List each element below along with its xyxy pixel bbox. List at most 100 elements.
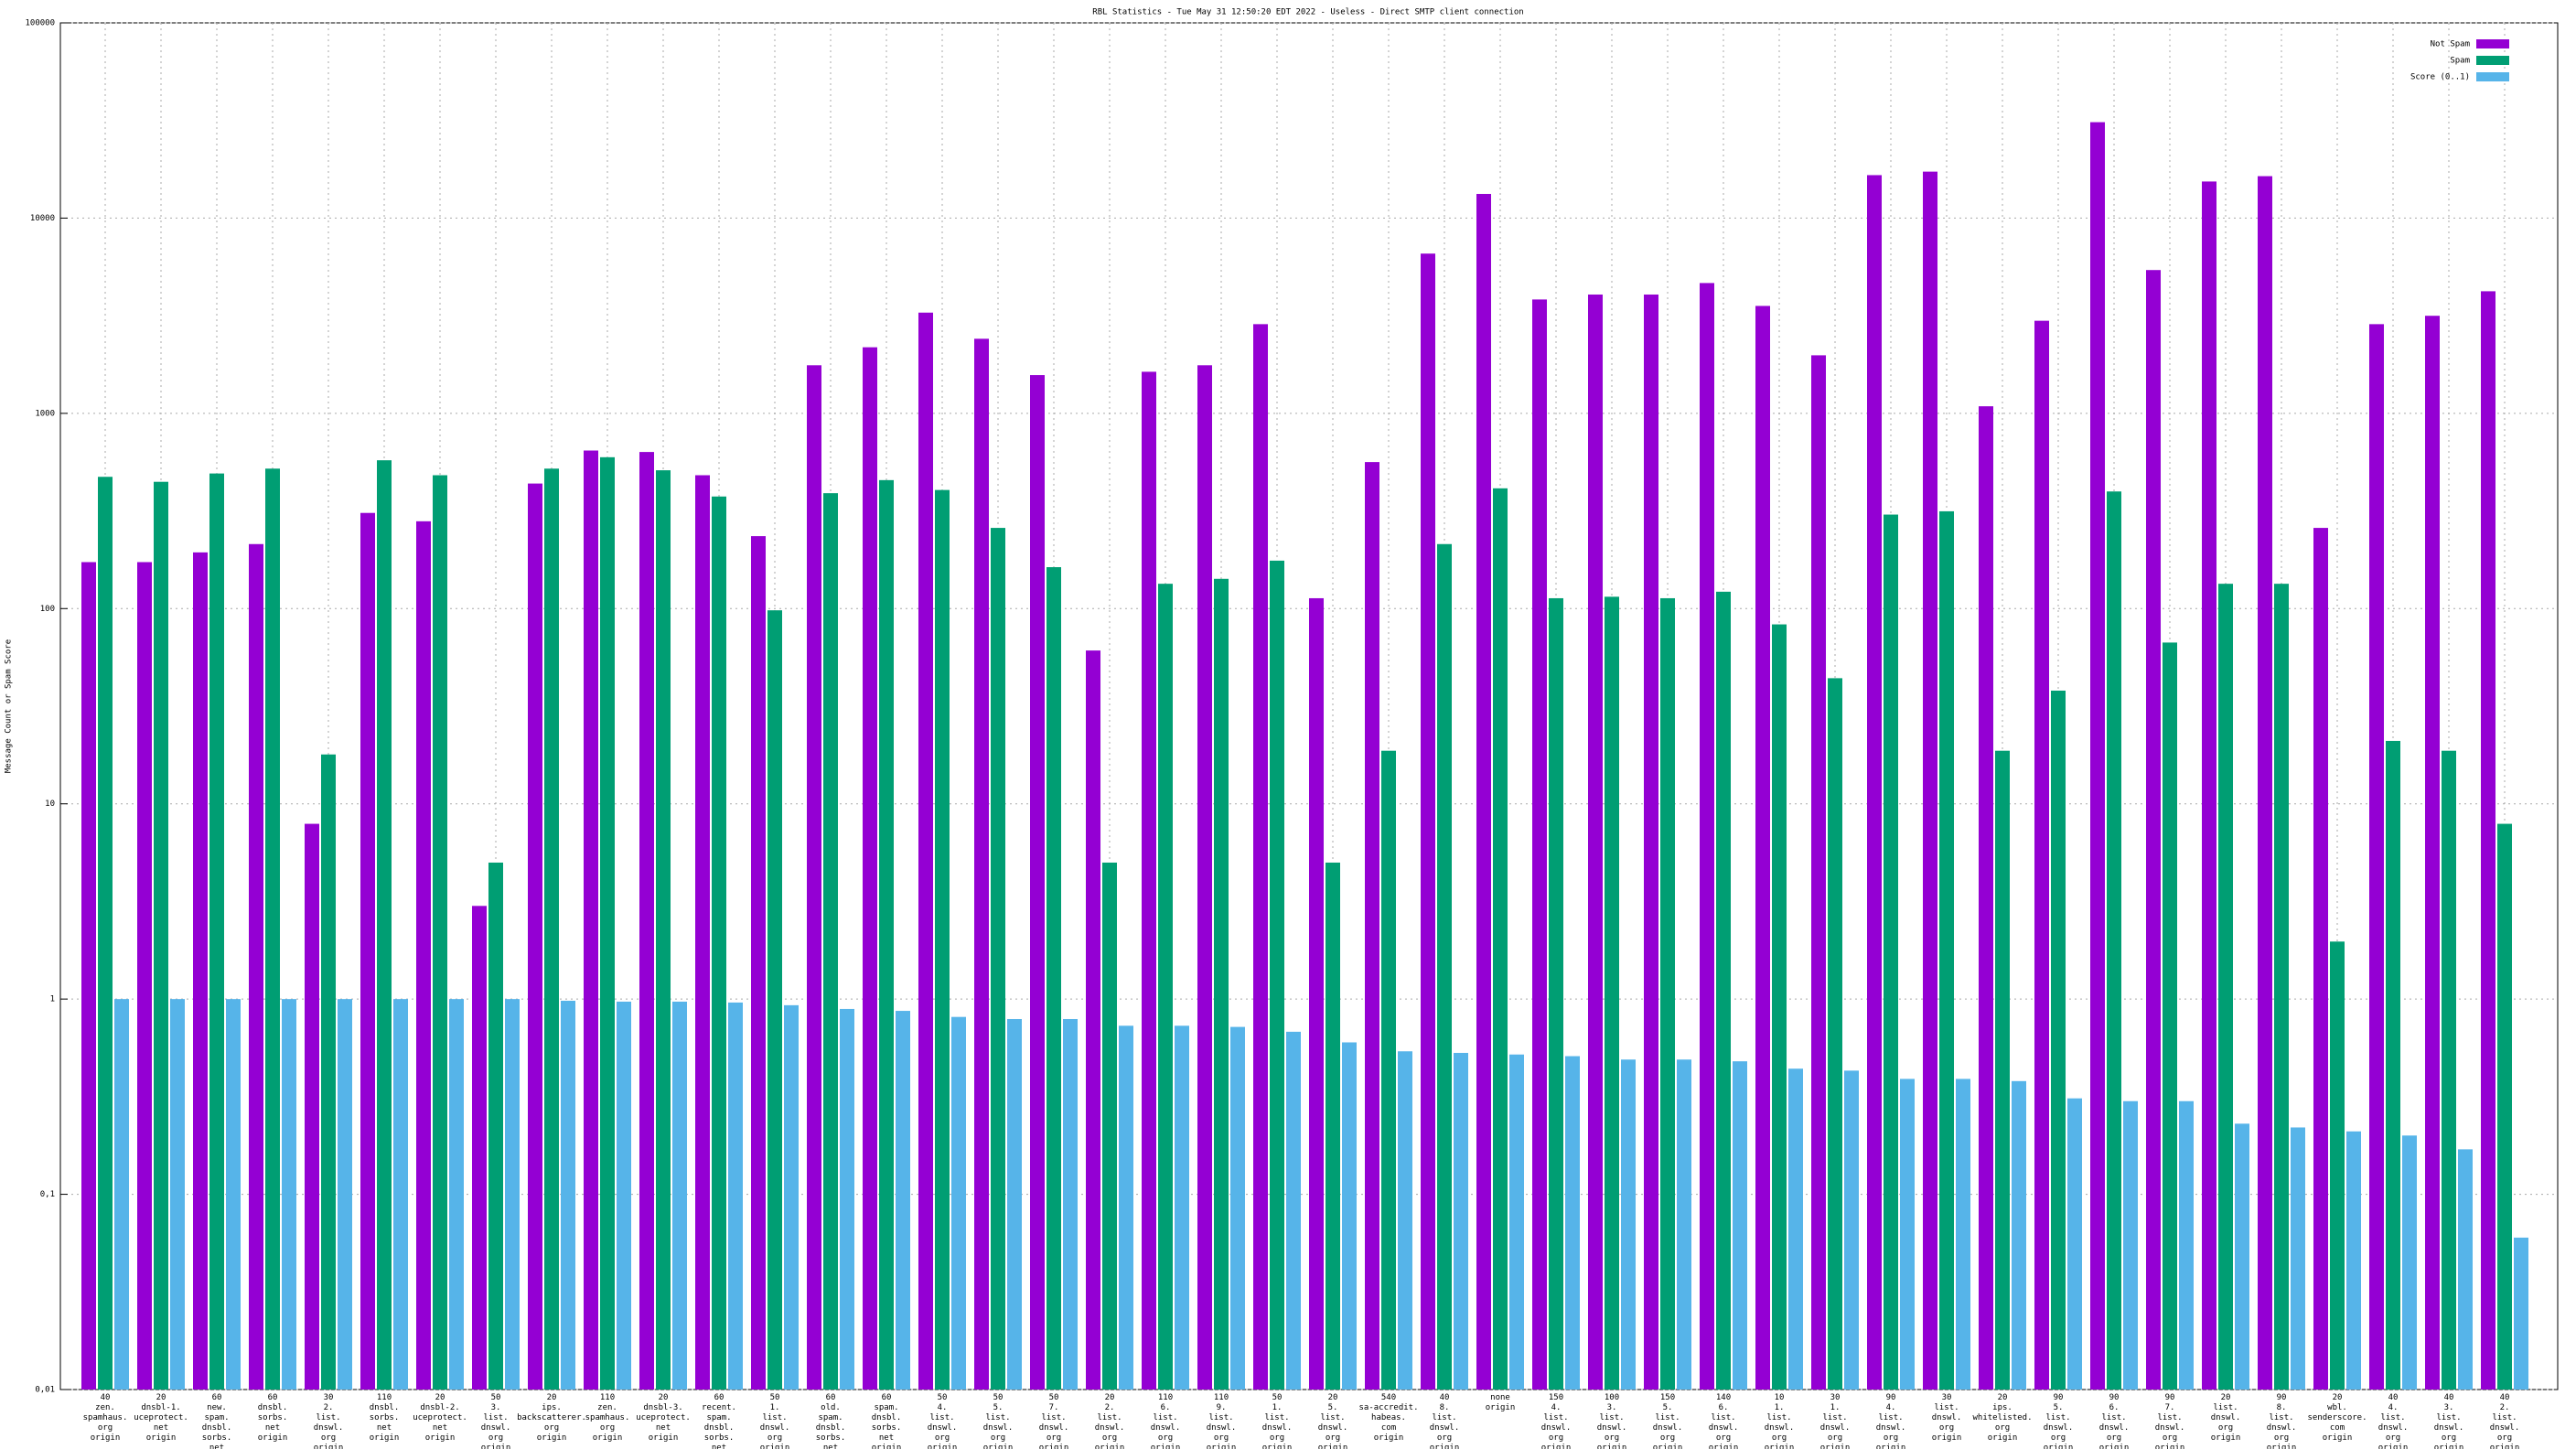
bar — [1716, 591, 1731, 1390]
x-tick-label: 100 3. list. dnswl. org origin — [1597, 1393, 1627, 1449]
bar — [1046, 566, 1061, 1390]
x-tick-label: 50 4. list. dnswl. org origin — [928, 1393, 958, 1449]
legend-label: Spam — [2450, 57, 2470, 66]
bar — [2369, 324, 2384, 1390]
bar — [544, 468, 559, 1390]
bar — [918, 312, 933, 1390]
bar — [1811, 355, 1826, 1390]
bar — [1270, 560, 1284, 1390]
y-axis-label: Message Count or Spam Score — [5, 639, 14, 773]
bar — [1063, 1018, 1078, 1390]
bar — [712, 496, 726, 1390]
x-tick-label: 60 spam. dnsbl. sorbs. net origin — [872, 1393, 902, 1449]
x-tick-label: 30 list. dnswl. org origin — [1932, 1393, 1962, 1443]
x-tick-label: 110 6. list. dnswl. org origin — [1151, 1393, 1181, 1449]
x-tick-label: 40 3. list. dnswl. org origin — [2434, 1393, 2464, 1449]
bar — [1175, 1025, 1189, 1390]
y-tick-label: 10 — [45, 800, 55, 809]
bar — [1532, 299, 1547, 1390]
bar — [528, 483, 542, 1390]
bar — [2235, 1123, 2249, 1390]
x-tick-label: 40 4. list. dnswl. org origin — [2378, 1393, 2409, 1449]
x-tick-label: 40 8. list. dnswl. org origin — [1430, 1393, 1460, 1449]
bar — [505, 999, 520, 1390]
bar — [433, 475, 447, 1390]
bar — [1398, 1051, 1412, 1390]
bar — [488, 862, 503, 1390]
x-tick-label: 40 zen. spamhaus. org origin — [83, 1393, 128, 1443]
bar — [1119, 1025, 1133, 1390]
y-tick-label: 100 — [40, 605, 55, 614]
bar — [840, 1008, 854, 1390]
bar — [1437, 543, 1452, 1390]
bar — [863, 347, 877, 1390]
bar — [767, 610, 782, 1390]
bar — [2330, 941, 2345, 1390]
x-tick-label: 90 6. list. dnswl. org origin — [2099, 1393, 2130, 1449]
bar — [951, 1016, 966, 1390]
bar — [1700, 283, 1714, 1390]
bar — [1493, 488, 1508, 1390]
chart-title: RBL Statistics - Tue May 31 12:50:20 EDT… — [1092, 8, 1523, 17]
x-tick-label: none origin — [1486, 1393, 1516, 1412]
bar — [1788, 1068, 1803, 1390]
bar — [1253, 324, 1268, 1390]
bar — [2146, 270, 2161, 1390]
bar — [935, 489, 950, 1390]
x-tick-label: 540 sa-accredit. habeas. com origin — [1358, 1393, 1418, 1443]
x-tick-label: 60 dnsbl. sorbs. net origin — [258, 1393, 288, 1443]
legend-swatch — [2476, 72, 2509, 81]
bar — [1309, 597, 1324, 1390]
bar — [1923, 171, 1937, 1390]
bar — [1867, 175, 1882, 1390]
bar — [1142, 371, 1156, 1390]
bar — [1365, 462, 1379, 1390]
bar — [2218, 584, 2233, 1390]
x-tick-label: 50 1. list. dnswl. org origin — [760, 1393, 790, 1449]
x-tick-label: 20 dnsbl-3. uceprotect. net origin — [636, 1393, 691, 1443]
bar — [377, 460, 392, 1390]
bar — [472, 906, 487, 1390]
bar — [360, 512, 375, 1390]
bar — [1086, 650, 1100, 1390]
x-tick-label: 20 5. list. dnswl. org origin — [1318, 1393, 1348, 1449]
bar — [1286, 1031, 1301, 1390]
bar — [2258, 176, 2272, 1390]
legend-label: Not Spam — [2431, 40, 2470, 49]
bar — [1454, 1052, 1468, 1390]
x-tick-label: 140 6. list. dnswl. org origin — [1709, 1393, 1739, 1449]
bar — [1007, 1018, 1022, 1390]
bar — [2481, 291, 2496, 1390]
bar — [2458, 1149, 2473, 1390]
bar — [896, 1011, 910, 1390]
bar — [1733, 1061, 1747, 1390]
bar — [2202, 181, 2216, 1390]
bar — [338, 999, 352, 1390]
bar — [282, 999, 296, 1390]
x-tick-label: 20 2. list. dnswl. org origin — [1095, 1393, 1125, 1449]
bar — [2163, 642, 2177, 1390]
bar — [1828, 678, 1842, 1390]
bar — [2179, 1100, 2194, 1390]
bar — [1677, 1059, 1691, 1390]
bar — [154, 481, 168, 1390]
bar — [751, 536, 766, 1390]
y-tick-label: 0,01 — [35, 1386, 55, 1395]
x-tick-label: 10 1. list. dnswl. org origin — [1765, 1393, 1795, 1449]
bar — [2346, 1131, 2361, 1390]
bar — [1900, 1079, 1915, 1390]
bar — [1509, 1054, 1524, 1390]
x-tick-label: 50 3. list. dnswl. org origin — [481, 1393, 511, 1449]
x-tick-label: 90 4. list. dnswl. org origin — [1876, 1393, 1906, 1449]
x-tick-label: 20 dnsbl-2. uceprotect. net origin — [413, 1393, 467, 1443]
bar — [1884, 514, 1898, 1390]
bar — [2107, 491, 2121, 1390]
bar — [656, 470, 671, 1390]
x-tick-label: 90 7. list. dnswl. org origin — [2155, 1393, 2185, 1449]
x-tick-label: 30 1. list. dnswl. org origin — [1820, 1393, 1851, 1449]
bar — [170, 999, 185, 1390]
